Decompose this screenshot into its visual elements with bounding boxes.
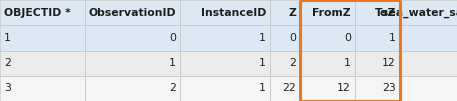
Text: OBJECTID *: OBJECTID * [4,8,71,18]
Text: 1: 1 [344,58,351,68]
Bar [355,76,400,101]
Text: 2: 2 [4,58,11,68]
Bar [355,50,400,76]
Text: 1: 1 [169,58,176,68]
Text: ObservationID: ObservationID [88,8,176,18]
Bar [85,25,180,50]
Bar [85,50,180,76]
Bar [300,76,355,101]
Text: 1: 1 [259,58,266,68]
Text: 0: 0 [344,33,351,43]
Bar [85,76,180,101]
Bar [355,25,400,50]
Text: 12: 12 [337,83,351,93]
Bar [400,50,457,76]
Bar [300,25,355,50]
Bar [300,50,355,76]
Bar [0,50,85,76]
Text: 1: 1 [4,33,11,43]
Bar [270,0,300,25]
Bar [400,0,457,25]
Bar [180,50,270,76]
Text: 2: 2 [289,58,296,68]
Bar [180,76,270,101]
Text: FromZ: FromZ [313,8,351,18]
Text: 1: 1 [389,33,396,43]
Text: ToZ: ToZ [375,8,396,18]
Bar [180,0,270,25]
Text: 0: 0 [289,33,296,43]
Bar [270,25,300,50]
Bar [270,50,300,76]
Text: 2: 2 [169,83,176,93]
Text: 1: 1 [259,33,266,43]
Text: sea_water_salinity (Salinity): sea_water_salinity (Salinity) [382,7,457,18]
Text: 12: 12 [382,58,396,68]
Text: 23: 23 [382,83,396,93]
Bar [400,25,457,50]
Text: Z: Z [288,8,296,18]
Text: 0: 0 [169,33,176,43]
Text: InstanceID: InstanceID [201,8,266,18]
Bar [270,76,300,101]
Text: 22: 22 [282,83,296,93]
Bar [0,76,85,101]
Bar [400,76,457,101]
Bar [0,25,85,50]
Bar [0,0,85,25]
Bar [180,25,270,50]
Text: 3: 3 [4,83,11,93]
Bar [355,0,400,25]
Bar [300,0,355,25]
Text: 1: 1 [259,83,266,93]
Bar [85,0,180,25]
